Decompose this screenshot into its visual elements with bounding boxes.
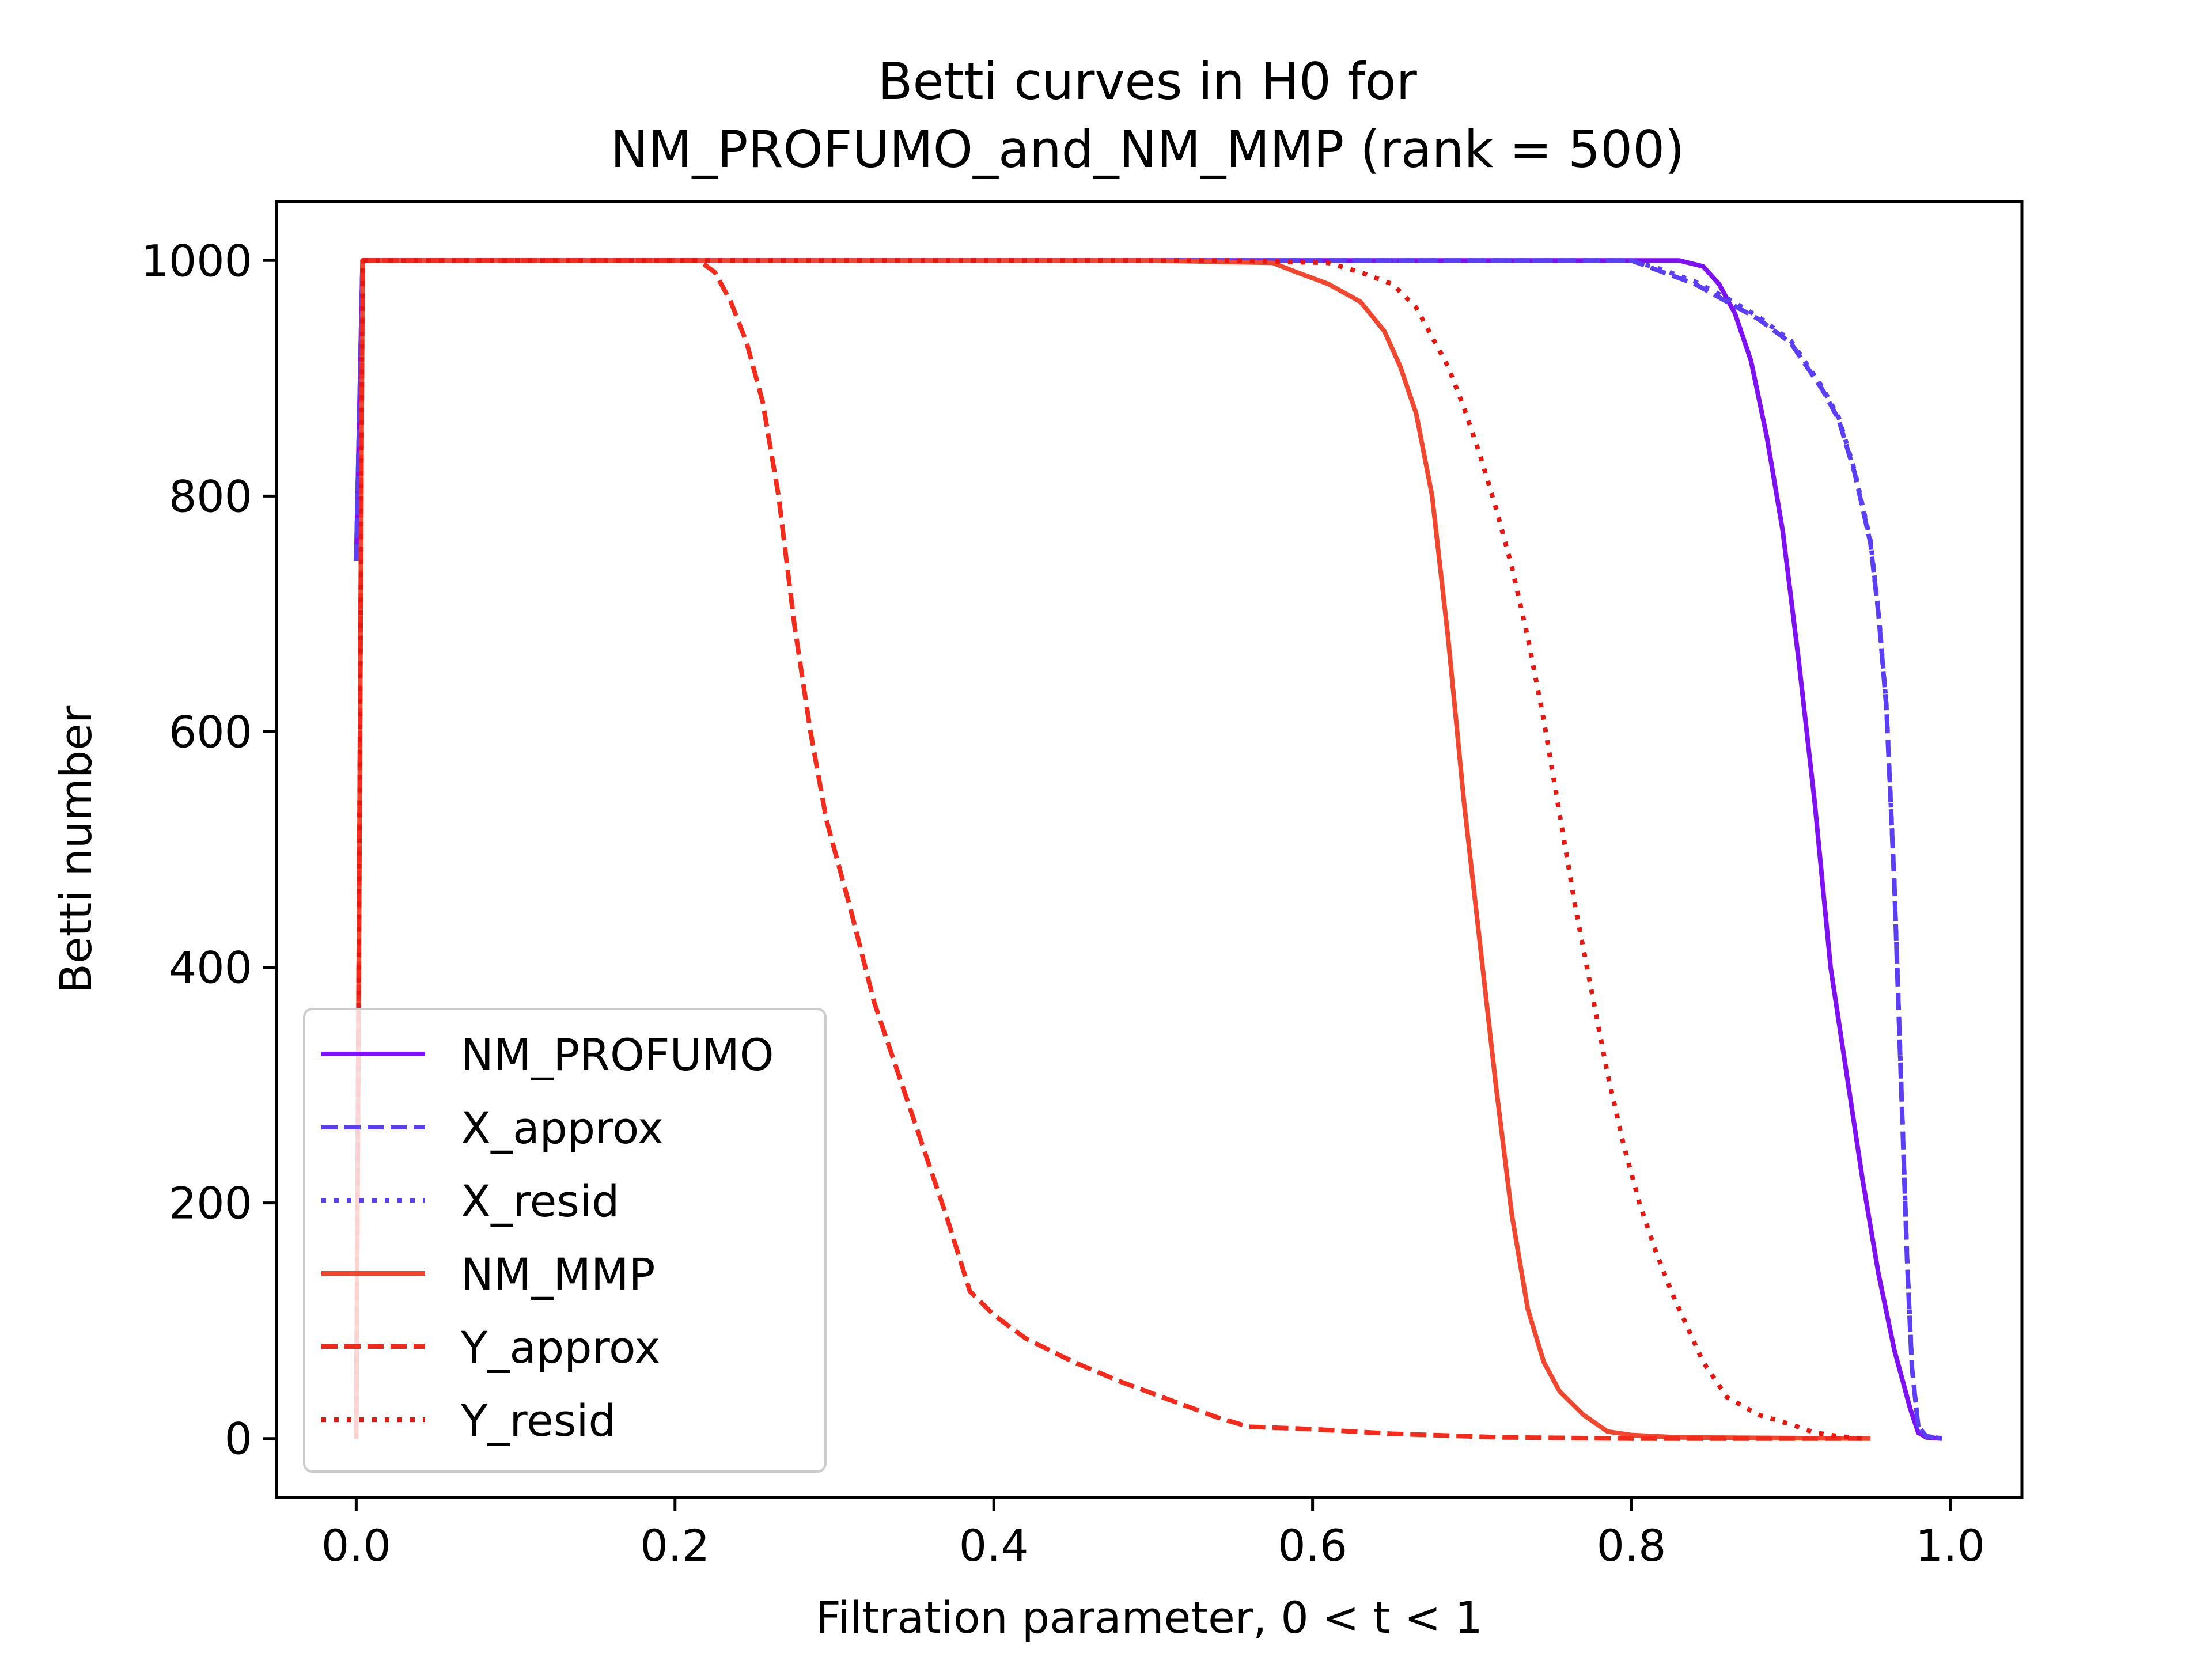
x-tick-label: 0.2 (640, 1520, 710, 1571)
y-tick-label: 400 (169, 942, 252, 993)
legend-label: NM_PROFUMO (461, 1029, 774, 1080)
x-tick-label: 0.6 (1278, 1520, 1347, 1571)
legend-label: Y_resid (460, 1395, 616, 1446)
y-tick-label: 200 (169, 1178, 252, 1229)
series-line-x-resid (354, 258, 1943, 1441)
legend-items: NM_PROFUMO X_approx X_resid NM_MMP Y_approx Y… (321, 1029, 774, 1446)
legend-label: X_approx (461, 1102, 664, 1154)
legend-label: X_resid (461, 1175, 619, 1227)
chart-title-line1: Betti curves in H0 for (878, 52, 1417, 111)
x-tick-label: 1.0 (1915, 1520, 1985, 1571)
y-axis: 0 200 400 600 800 1000 (141, 235, 276, 1465)
x-axis-label: Filtration parameter, 0 < t < 1 (816, 1592, 1483, 1643)
series-line-y-approx (354, 258, 1863, 1441)
chart-title-line2: NM_PROFUMO_and_NM_MMP (rank = 500) (611, 120, 1685, 179)
legend: NM_PROFUMO X_approx X_resid NM_MMP Y_approx Y… (303, 1008, 827, 1473)
series-line-nm-mmp (354, 258, 1871, 1441)
y-tick-label: 1000 (141, 235, 252, 286)
series-line-y-resid (354, 258, 1863, 1441)
y-tick-label: 0 (225, 1413, 252, 1465)
x-tick-label: 0.8 (1597, 1520, 1666, 1571)
y-axis-label: Betti number (50, 705, 101, 993)
legend-label: NM_MMP (461, 1249, 655, 1300)
y-tick-label: 600 (169, 706, 252, 757)
axes-frame (275, 200, 2024, 1499)
x-tick-label: 0.0 (321, 1520, 391, 1571)
plot-area (275, 200, 2024, 1499)
legend-box (303, 1008, 827, 1473)
y-tick-label: 800 (169, 471, 252, 522)
x-tick-label: 0.4 (959, 1520, 1029, 1571)
series-layer (354, 258, 1943, 1441)
legend-label: Y_approx (460, 1322, 660, 1373)
x-axis: 0.0 0.2 0.4 0.6 0.8 1.0 (321, 1497, 1985, 1571)
series-line-nm-profumo (354, 258, 1942, 1441)
